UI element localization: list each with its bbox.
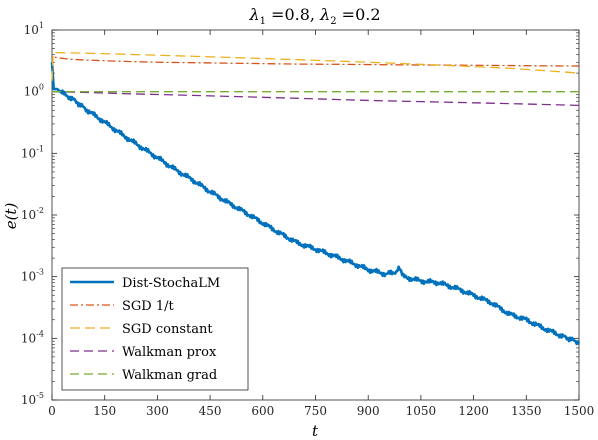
y-tick-label: 10-4	[21, 329, 44, 345]
x-tick-label: 1200	[458, 404, 489, 418]
y-tick-label: 10-3	[21, 268, 44, 284]
series-line-sgd-constant	[51, 51, 580, 81]
series-line-dist-stochalm	[50, 62, 581, 346]
legend: Dist-StochaLM SGD 1/t SGD constant Walkman …	[61, 267, 249, 391]
x-tick-label: 1350	[511, 404, 542, 418]
y-tick-label: 10-5	[21, 391, 44, 407]
legend-label: Walkman prox	[122, 345, 217, 360]
svg-text:λ1 =0.8, λ2 =0.2: λ1 =0.8, λ2 =0.2	[248, 5, 380, 27]
legend-label: Walkman grad	[122, 368, 217, 383]
y-tick-label: 100	[24, 83, 44, 99]
series-line-sgd-1-t	[51, 55, 580, 81]
legend-label: SGD 1/t	[122, 299, 174, 314]
series-lines	[50, 51, 581, 346]
y-axis-title: e(t)	[2, 203, 20, 230]
x-tick-label: 150	[93, 404, 116, 418]
y-tick-label: 101	[24, 21, 44, 37]
x-tick-label: 600	[251, 404, 274, 418]
y-tick-label: 10-2	[21, 206, 44, 222]
chart-title: λ1 =0.8, λ2 =0.2	[248, 5, 380, 27]
x-tick-label: 900	[357, 404, 380, 418]
x-tick-label: 450	[199, 404, 222, 418]
x-tick-label: 1050	[406, 404, 437, 418]
x-axis-title: t	[312, 422, 319, 440]
x-tick-label: 750	[304, 404, 327, 418]
x-tick-label: 1500	[564, 404, 595, 418]
series-line-walkman-prox	[52, 91, 580, 106]
legend-box	[61, 267, 249, 391]
y-tick-label: 10-1	[21, 144, 44, 160]
legend-label: SGD constant	[122, 322, 213, 337]
legend-label: Dist-StochaLM	[122, 276, 220, 291]
x-tick-label: 300	[146, 404, 169, 418]
x-tick-label: 0	[48, 404, 56, 418]
